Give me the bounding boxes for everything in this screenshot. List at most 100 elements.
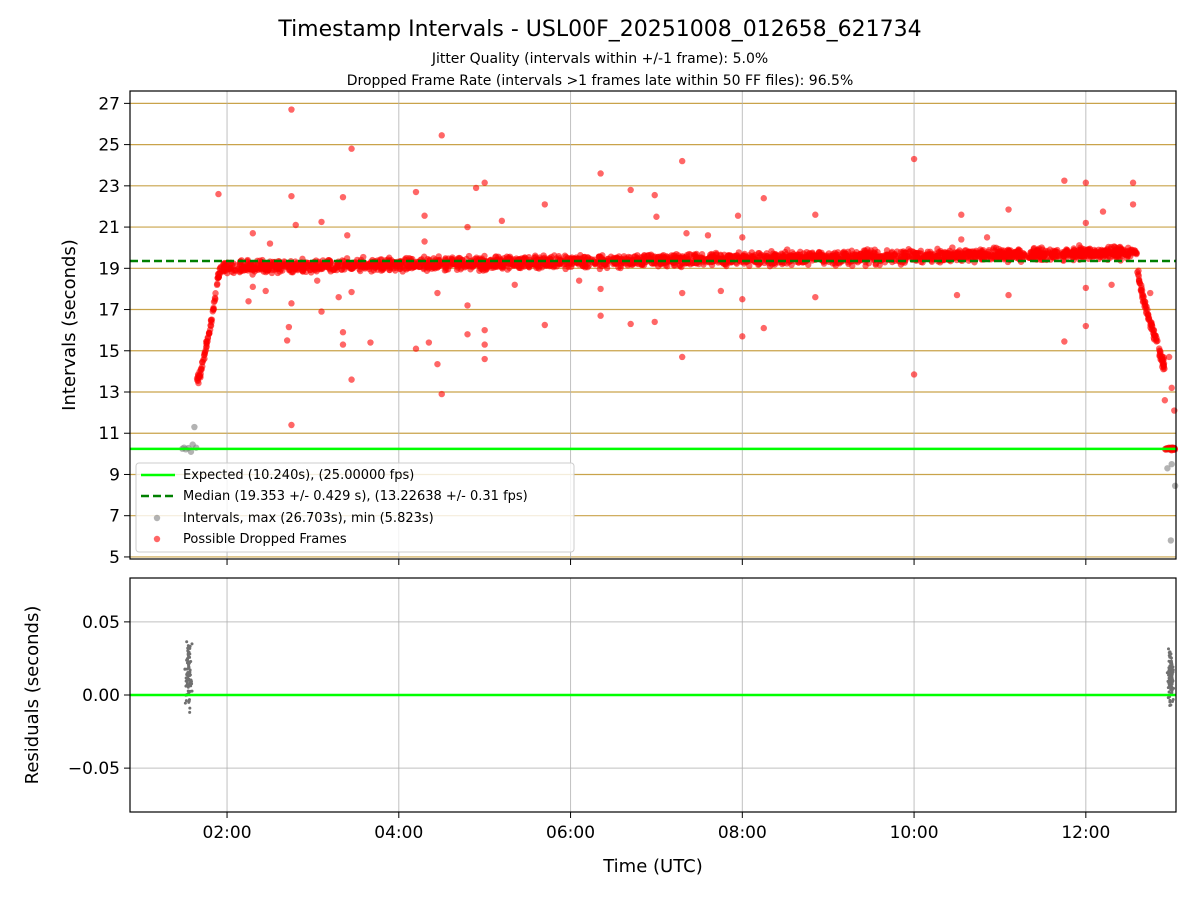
residuals-x-ticks: 02:00 04:00 06:00 08:00 10:00 12:00: [203, 812, 1110, 843]
dropped-frame-point: [797, 248, 804, 256]
dropped-frame-point: [653, 213, 660, 220]
intervals-plot-frame: [129, 90, 1177, 560]
dropped-frame-point: [511, 281, 518, 288]
dropped-frame-point: [760, 324, 767, 332]
residual-point: [186, 684, 190, 688]
dropped-frame-point: [269, 261, 276, 268]
dropped-frame-point: [1161, 397, 1169, 404]
dropped-frame-point: [521, 257, 529, 265]
dropped-frame-point: [597, 253, 604, 260]
dropped-frame-point: [1060, 257, 1067, 264]
interval-point: [1168, 460, 1175, 468]
dropped-frame-point: [983, 234, 991, 241]
dropped-frame-point: [326, 266, 333, 273]
dropped-frame-point: [344, 232, 351, 239]
dropped-frame-point: [1051, 253, 1058, 261]
dropped-frame-point: [698, 251, 706, 258]
dropped-frame-point: [1105, 243, 1112, 251]
dropped-frame-point: [1082, 219, 1090, 227]
dropped-frame-point: [464, 223, 471, 231]
dropped-frame-point: [615, 264, 622, 271]
dropped-frame-point: [1061, 177, 1068, 184]
residual-point: [1169, 671, 1173, 675]
residual-point: [1168, 650, 1172, 654]
residuals-y-tick-label: −0.05: [68, 759, 120, 779]
residuals-y-ticks: −0.05 0.00 0.05: [68, 613, 130, 779]
dropped-frame-point: [438, 132, 445, 139]
residual-point: [1167, 653, 1171, 657]
dropped-frame-point: [1168, 384, 1175, 392]
dropped-frame-point: [434, 289, 441, 297]
dropped-frame-point: [910, 371, 918, 378]
intervals-x-ticks: [226, 559, 1087, 565]
dropped-frame-point: [504, 266, 511, 273]
dropped-frame-point: [262, 287, 269, 295]
dropped-frame-point: [775, 252, 782, 259]
dropped-frame-point: [208, 318, 215, 326]
dropped-frame-point: [739, 333, 746, 340]
dropped-frame-point: [249, 283, 257, 291]
dropped-frame-point: [1092, 248, 1099, 255]
dropped-frame-point: [958, 236, 965, 243]
residual-point: [190, 642, 194, 646]
dropped-frame-point: [999, 251, 1007, 258]
dropped-frame-point: [386, 266, 393, 274]
dropped-frame-point: [374, 263, 382, 270]
dropped-frame-point: [1160, 361, 1167, 368]
residual-point: [188, 706, 192, 710]
dropped-frame-point: [288, 268, 295, 276]
dropped-frame-point: [214, 280, 221, 288]
dropped-frame-point: [525, 261, 533, 269]
dropped-frame-point: [396, 260, 404, 268]
interval-point: [1167, 537, 1175, 544]
residual-point: [186, 671, 190, 675]
dropped-frame-point: [1005, 206, 1012, 213]
dropped-frame-point: [913, 253, 921, 260]
dropped-frame-point: [733, 252, 740, 259]
residuals-y-tick-label: 0.05: [82, 613, 120, 633]
intervals-y-tick-label: 13: [98, 383, 120, 403]
dropped-frame-point: [291, 261, 299, 268]
residual-point: [1166, 696, 1170, 700]
dropped-frame-point: [318, 308, 325, 315]
dropped-frame-point: [1009, 253, 1016, 261]
dropped-frame-point: [678, 289, 686, 297]
dropped-frame-point: [1136, 279, 1144, 287]
residuals-panel: −0.05 0.00 0.05 02:00 04:00 06:00 08:00 10:00 1…: [22, 577, 1177, 877]
dropped-frame-point: [280, 260, 287, 268]
dropped-frame-point: [311, 266, 318, 273]
residual-point: [189, 680, 193, 684]
dropped-frame-point: [641, 253, 649, 261]
intervals-reference-lines: [130, 259, 1176, 451]
intervals-y-tick-label: 27: [98, 94, 120, 114]
dropped-frame-point: [288, 106, 295, 113]
legend-intervals-label: Intervals, max (26.703s), min (5.823s): [183, 511, 434, 526]
dropped-frame-point: [1082, 284, 1090, 292]
dropped-frame-point: [1053, 248, 1061, 256]
residual-point: [186, 679, 190, 683]
intervals-legend: Expected (10.240s), (25.00000 fps) Media…: [135, 462, 575, 553]
dropped-frame-point: [1069, 252, 1077, 259]
dropped-frame-point: [421, 212, 428, 219]
interval-point: [191, 423, 198, 431]
dropped-frame-point: [498, 217, 506, 225]
dropped-frame-point: [714, 254, 722, 262]
dropped-frame-point: [1154, 337, 1161, 345]
dropped-frame-point: [579, 262, 587, 270]
residual-point: [1167, 647, 1171, 651]
dropped-frame-point: [380, 262, 388, 269]
dropped-frame-point: [1082, 322, 1090, 330]
dropped-frame-point: [517, 262, 524, 269]
residual-point: [186, 646, 190, 650]
x-axis-label: Time (UTC): [602, 856, 703, 877]
dropped-frame-point: [265, 266, 273, 274]
residual-point: [1169, 656, 1173, 660]
dropped-frame-point: [258, 263, 266, 271]
x-tick-label: 04:00: [374, 823, 423, 843]
dropped-frame-point: [425, 339, 433, 346]
dropped-frame-point: [348, 376, 355, 383]
legend-dropped-swatch: [153, 535, 161, 543]
dropped-frame-point: [472, 184, 480, 192]
dropped-frame-point: [1129, 179, 1137, 186]
legend-expected-label: Expected (10.240s), (25.00000 fps): [183, 468, 414, 483]
